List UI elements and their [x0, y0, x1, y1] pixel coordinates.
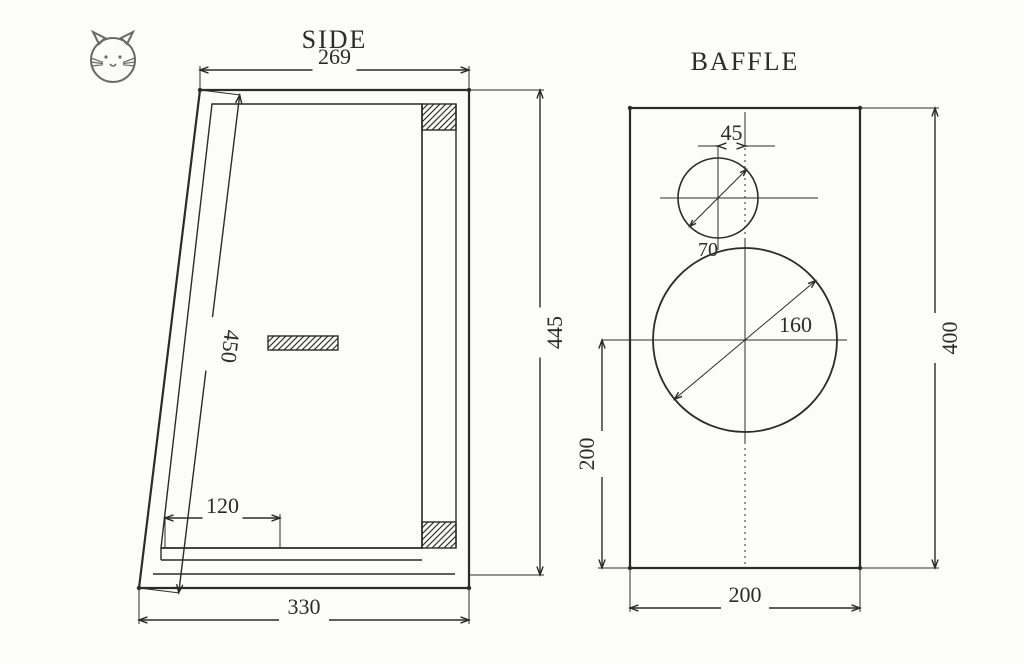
svg-text:400: 400: [937, 322, 962, 355]
svg-text:450: 450: [216, 329, 245, 365]
baffle-title: BAFFLE: [691, 47, 800, 76]
svg-text:200: 200: [574, 438, 599, 471]
svg-text:70: 70: [698, 239, 718, 261]
svg-text:445: 445: [542, 316, 567, 349]
svg-text:330: 330: [288, 594, 321, 619]
svg-text:200: 200: [729, 582, 762, 607]
svg-text:45: 45: [721, 120, 743, 145]
svg-text:160: 160: [779, 312, 812, 337]
svg-text:120: 120: [206, 493, 239, 518]
svg-text:269: 269: [318, 44, 351, 69]
